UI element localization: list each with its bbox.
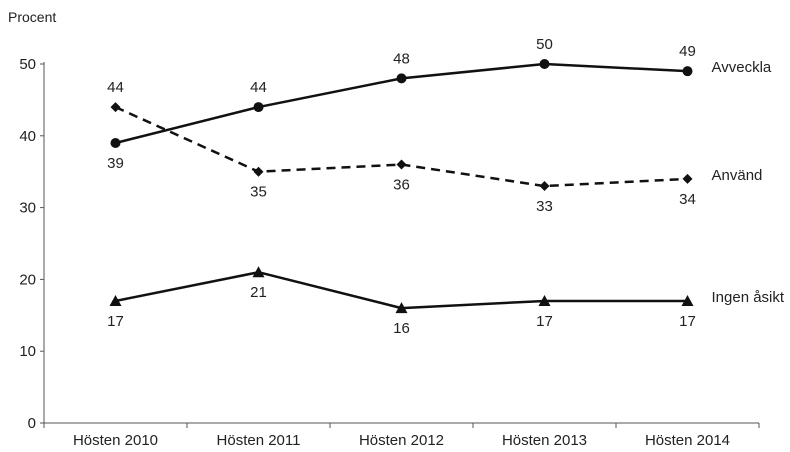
data-point xyxy=(682,66,693,77)
data-label: 16 xyxy=(393,320,410,337)
data-point xyxy=(253,166,264,177)
tick-labels: 0 10 20 30 40 50 Hösten 2010 Hösten 2011 Hösten … xyxy=(19,56,730,449)
data-point xyxy=(110,137,121,148)
data-point xyxy=(253,102,264,113)
y-tick-label: 0 xyxy=(28,415,36,432)
y-tick-label: 10 xyxy=(19,343,36,360)
data-label: 17 xyxy=(107,313,124,330)
x-tick-label: Hösten 2013 xyxy=(502,432,587,449)
series-name-label: Avveckla xyxy=(712,59,772,76)
data-point xyxy=(395,302,408,314)
data-label: 39 xyxy=(107,155,124,172)
data-label: 33 xyxy=(536,198,553,215)
data-label: 21 xyxy=(250,284,267,301)
data-point xyxy=(396,159,407,170)
data-label: 44 xyxy=(250,79,267,96)
y-tick-label: 30 xyxy=(19,200,36,217)
data-labels: 39 44 48 50 49 Avveckla 44 35 36 33 34 Använd 17 21 16… xyxy=(107,36,785,337)
x-tick-label: Hösten 2012 xyxy=(359,432,444,449)
data-point xyxy=(109,294,122,306)
x-tick-label: Hösten 2010 xyxy=(73,432,158,449)
data-label: 50 xyxy=(536,36,553,53)
y-tick-label: 40 xyxy=(19,128,36,145)
x-tick-label: Hösten 2014 xyxy=(645,432,730,449)
data-point xyxy=(396,73,407,84)
data-point xyxy=(681,294,694,306)
data-point xyxy=(682,173,693,184)
data-point xyxy=(538,294,551,306)
data-point xyxy=(110,102,121,113)
data-label: 44 xyxy=(107,79,124,96)
y-tick-label: 50 xyxy=(19,56,36,73)
data-label: 17 xyxy=(679,313,696,330)
series-line xyxy=(114,105,688,188)
x-tick-label: Hösten 2011 xyxy=(217,432,301,449)
data-point xyxy=(252,266,265,278)
y-axis-title: Procent xyxy=(8,9,56,25)
data-label: 17 xyxy=(536,313,553,330)
series-name-label: Ingen åsikt xyxy=(712,289,785,306)
data-point xyxy=(539,181,550,192)
y-tick-label: 20 xyxy=(19,271,36,288)
data-label: 49 xyxy=(679,43,696,60)
data-label: 34 xyxy=(679,191,696,208)
data-point xyxy=(539,59,550,69)
data-label: 35 xyxy=(250,184,267,201)
data-label: 36 xyxy=(393,177,410,194)
axes xyxy=(40,62,760,428)
series-name-label: Använd xyxy=(712,167,763,184)
series-layer xyxy=(109,59,694,314)
data-label: 48 xyxy=(393,50,410,67)
